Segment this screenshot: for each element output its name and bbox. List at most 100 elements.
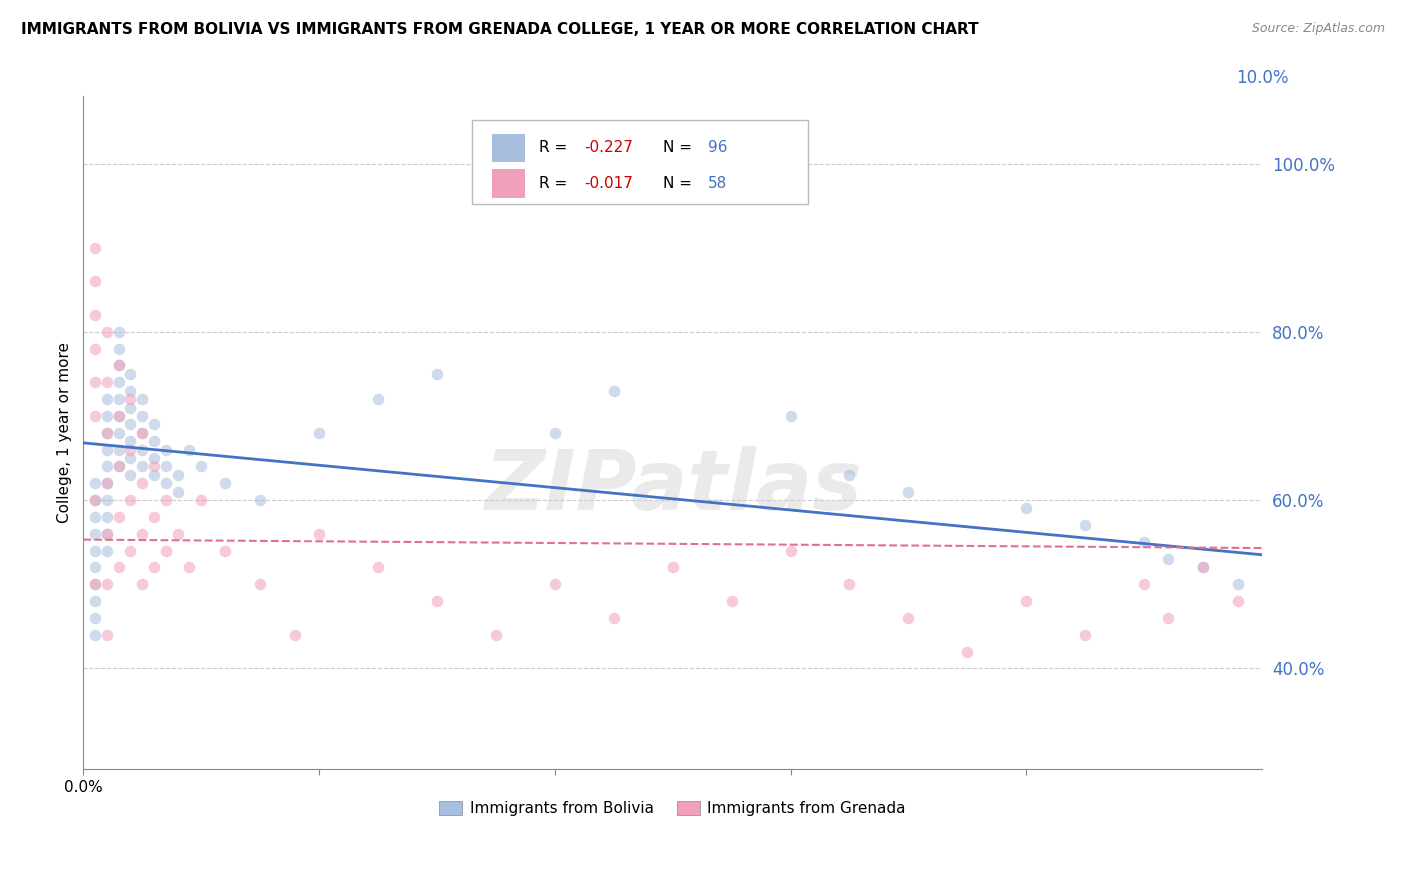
Point — [84, 577, 107, 591]
Point — [96, 376, 118, 390]
Point — [143, 434, 166, 449]
Point — [190, 493, 212, 508]
Point — [1074, 518, 1097, 533]
Point — [84, 342, 107, 356]
Point — [84, 274, 107, 288]
Point — [107, 409, 129, 423]
Point — [84, 560, 107, 574]
Point — [544, 425, 567, 440]
Point — [84, 509, 107, 524]
Point — [107, 342, 129, 356]
Text: -0.017: -0.017 — [585, 176, 633, 191]
Point — [84, 493, 107, 508]
Point — [143, 459, 166, 474]
Point — [131, 459, 153, 474]
Point — [779, 543, 801, 558]
Point — [1157, 552, 1180, 566]
Point — [1192, 560, 1215, 574]
Point — [143, 560, 166, 574]
Point — [96, 325, 118, 339]
Point — [107, 376, 129, 390]
Point — [544, 577, 567, 591]
Point — [96, 425, 118, 440]
Point — [131, 442, 153, 457]
Point — [120, 493, 142, 508]
Text: 58: 58 — [709, 176, 727, 191]
Point — [1074, 628, 1097, 642]
Point — [107, 325, 129, 339]
Point — [131, 526, 153, 541]
Point — [120, 442, 142, 457]
FancyBboxPatch shape — [472, 120, 808, 204]
Point — [120, 543, 142, 558]
Point — [84, 376, 107, 390]
Point — [131, 476, 153, 491]
Point — [131, 392, 153, 406]
Point — [166, 484, 188, 499]
Point — [155, 476, 177, 491]
Point — [426, 367, 449, 381]
Point — [190, 459, 212, 474]
Point — [838, 467, 860, 482]
Point — [1015, 501, 1038, 516]
Point — [96, 409, 118, 423]
Point — [96, 442, 118, 457]
Point — [308, 526, 330, 541]
Text: ZIPatlas: ZIPatlas — [484, 446, 862, 527]
Point — [367, 392, 389, 406]
Point — [956, 644, 979, 658]
Text: Source: ZipAtlas.com: Source: ZipAtlas.com — [1251, 22, 1385, 36]
Text: 96: 96 — [709, 140, 727, 155]
Point — [603, 384, 626, 398]
Point — [1157, 611, 1180, 625]
Point — [107, 359, 129, 373]
Point — [214, 476, 236, 491]
Point — [155, 493, 177, 508]
Point — [107, 442, 129, 457]
Point — [720, 594, 742, 608]
Point — [96, 577, 118, 591]
Point — [84, 611, 107, 625]
Point — [107, 509, 129, 524]
Point — [96, 526, 118, 541]
Point — [120, 417, 142, 432]
Point — [367, 560, 389, 574]
Point — [84, 409, 107, 423]
Point — [155, 459, 177, 474]
Point — [131, 577, 153, 591]
Point — [96, 476, 118, 491]
Point — [96, 392, 118, 406]
Point — [96, 476, 118, 491]
Point — [107, 392, 129, 406]
FancyBboxPatch shape — [492, 134, 526, 162]
Point — [96, 628, 118, 642]
Point — [84, 526, 107, 541]
Point — [131, 425, 153, 440]
Point — [603, 611, 626, 625]
Point — [1133, 577, 1156, 591]
Point — [1192, 560, 1215, 574]
Point — [84, 628, 107, 642]
Text: R =: R = — [540, 140, 572, 155]
Point — [107, 425, 129, 440]
Point — [120, 434, 142, 449]
Point — [120, 392, 142, 406]
Point — [214, 543, 236, 558]
Point — [143, 509, 166, 524]
Text: N =: N = — [664, 176, 697, 191]
Point — [249, 577, 271, 591]
Point — [120, 384, 142, 398]
Point — [166, 526, 188, 541]
Point — [426, 594, 449, 608]
Point — [84, 594, 107, 608]
Point — [897, 484, 920, 499]
Point — [1133, 535, 1156, 549]
Point — [1015, 594, 1038, 608]
Point — [155, 442, 177, 457]
Point — [249, 493, 271, 508]
Point — [661, 560, 683, 574]
Point — [84, 308, 107, 322]
Point — [120, 450, 142, 465]
Point — [166, 467, 188, 482]
Text: N =: N = — [664, 140, 697, 155]
